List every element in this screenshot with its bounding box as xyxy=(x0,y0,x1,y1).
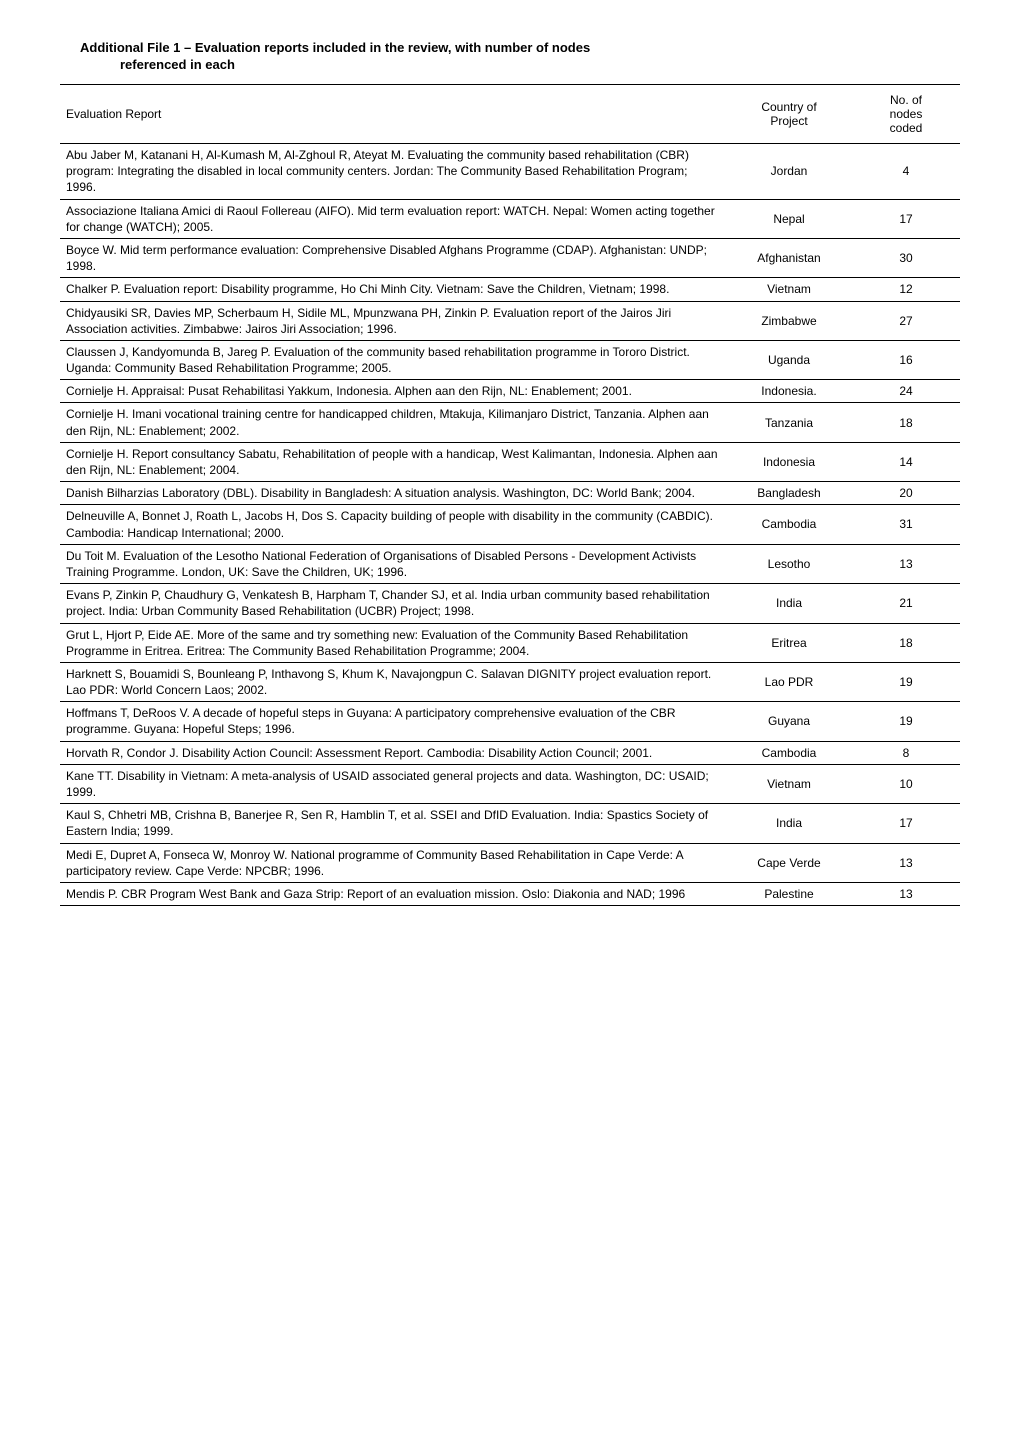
table-row: Associazione Italiana Amici di Raoul Fol… xyxy=(60,199,960,238)
cell-country: Tanzania xyxy=(726,403,852,442)
cell-country: Vietnam xyxy=(726,764,852,803)
table-row: Grut L, Hjort P, Eide AE. More of the sa… xyxy=(60,623,960,662)
cell-nodes: 14 xyxy=(852,442,960,481)
table-row: Chidyausiki SR, Davies MP, Scherbaum H, … xyxy=(60,301,960,340)
table-row: Cornielje H. Appraisal: Pusat Rehabilita… xyxy=(60,380,960,403)
cell-nodes: 4 xyxy=(852,144,960,200)
cell-report: Chidyausiki SR, Davies MP, Scherbaum H, … xyxy=(60,301,726,340)
cell-report: Medi E, Dupret A, Fonseca W, Monroy W. N… xyxy=(60,843,726,882)
table-row: Hoffmans T, DeRoos V. A decade of hopefu… xyxy=(60,702,960,741)
cell-report: Cornielje H. Imani vocational training c… xyxy=(60,403,726,442)
cell-report: Delneuville A, Bonnet J, Roath L, Jacobs… xyxy=(60,505,726,544)
cell-nodes: 17 xyxy=(852,199,960,238)
cell-nodes: 30 xyxy=(852,238,960,277)
table-row: Claussen J, Kandyomunda B, Jareg P. Eval… xyxy=(60,340,960,379)
cell-nodes: 19 xyxy=(852,662,960,701)
cell-country: Nepal xyxy=(726,199,852,238)
table-row: Evans P, Zinkin P, Chaudhury G, Venkates… xyxy=(60,584,960,623)
cell-country: Cambodia xyxy=(726,741,852,764)
cell-report: Kane TT. Disability in Vietnam: A meta-a… xyxy=(60,764,726,803)
cell-nodes: 13 xyxy=(852,544,960,583)
cell-country: Jordan xyxy=(726,144,852,200)
cell-country: Cape Verde xyxy=(726,843,852,882)
cell-country: Lao PDR xyxy=(726,662,852,701)
cell-report: Associazione Italiana Amici di Raoul Fol… xyxy=(60,199,726,238)
col-header-nodes: No. of nodes coded xyxy=(852,85,960,144)
cell-nodes: 8 xyxy=(852,741,960,764)
cell-nodes: 19 xyxy=(852,702,960,741)
table-row: Delneuville A, Bonnet J, Roath L, Jacobs… xyxy=(60,505,960,544)
cell-country: Afghanistan xyxy=(726,238,852,277)
cell-report: Harknett S, Bouamidi S, Bounleang P, Int… xyxy=(60,662,726,701)
cell-country: Indonesia xyxy=(726,442,852,481)
table-row: Mendis P. CBR Program West Bank and Gaza… xyxy=(60,882,960,905)
col-header-country: Country of Project xyxy=(726,85,852,144)
table-row: Horvath R, Condor J. Disability Action C… xyxy=(60,741,960,764)
cell-nodes: 16 xyxy=(852,340,960,379)
cell-nodes: 17 xyxy=(852,804,960,843)
table-row: Du Toit M. Evaluation of the Lesotho Nat… xyxy=(60,544,960,583)
cell-report: Kaul S, Chhetri MB, Crishna B, Banerjee … xyxy=(60,804,726,843)
header-title-line1: Additional File 1 – Evaluation reports i… xyxy=(60,40,960,55)
cell-report: Evans P, Zinkin P, Chaudhury G, Venkates… xyxy=(60,584,726,623)
cell-country: India xyxy=(726,804,852,843)
table-row: Chalker P. Evaluation report: Disability… xyxy=(60,278,960,301)
table-row: Abu Jaber M, Katanani H, Al-Kumash M, Al… xyxy=(60,144,960,200)
col-header-report: Evaluation Report xyxy=(60,85,726,144)
table-row: Danish Bilharzias Laboratory (DBL). Disa… xyxy=(60,482,960,505)
cell-nodes: 18 xyxy=(852,403,960,442)
cell-country: Bangladesh xyxy=(726,482,852,505)
cell-country: Zimbabwe xyxy=(726,301,852,340)
cell-report: Danish Bilharzias Laboratory (DBL). Disa… xyxy=(60,482,726,505)
evaluation-reports-table: Evaluation Report Country of Project No.… xyxy=(60,84,960,906)
table-body: Abu Jaber M, Katanani H, Al-Kumash M, Al… xyxy=(60,144,960,906)
cell-report: Grut L, Hjort P, Eide AE. More of the sa… xyxy=(60,623,726,662)
cell-country: Guyana xyxy=(726,702,852,741)
cell-report: Mendis P. CBR Program West Bank and Gaza… xyxy=(60,882,726,905)
table-row: Cornielje H. Report consultancy Sabatu, … xyxy=(60,442,960,481)
header-title-line2: referenced in each xyxy=(60,57,960,72)
table-row: Boyce W. Mid term performance evaluation… xyxy=(60,238,960,277)
cell-nodes: 10 xyxy=(852,764,960,803)
cell-country: Palestine xyxy=(726,882,852,905)
cell-nodes: 27 xyxy=(852,301,960,340)
cell-country: Vietnam xyxy=(726,278,852,301)
table-row: Harknett S, Bouamidi S, Bounleang P, Int… xyxy=(60,662,960,701)
table-row: Medi E, Dupret A, Fonseca W, Monroy W. N… xyxy=(60,843,960,882)
cell-report: Cornielje H. Appraisal: Pusat Rehabilita… xyxy=(60,380,726,403)
table-row: Kaul S, Chhetri MB, Crishna B, Banerjee … xyxy=(60,804,960,843)
cell-report: Chalker P. Evaluation report: Disability… xyxy=(60,278,726,301)
cell-nodes: 18 xyxy=(852,623,960,662)
cell-nodes: 13 xyxy=(852,843,960,882)
cell-report: Cornielje H. Report consultancy Sabatu, … xyxy=(60,442,726,481)
cell-country: Cambodia xyxy=(726,505,852,544)
table-row: Kane TT. Disability in Vietnam: A meta-a… xyxy=(60,764,960,803)
table-header-row: Evaluation Report Country of Project No.… xyxy=(60,85,960,144)
cell-report: Hoffmans T, DeRoos V. A decade of hopefu… xyxy=(60,702,726,741)
cell-report: Claussen J, Kandyomunda B, Jareg P. Eval… xyxy=(60,340,726,379)
cell-country: India xyxy=(726,584,852,623)
cell-nodes: 31 xyxy=(852,505,960,544)
cell-report: Du Toit M. Evaluation of the Lesotho Nat… xyxy=(60,544,726,583)
cell-nodes: 12 xyxy=(852,278,960,301)
cell-report: Boyce W. Mid term performance evaluation… xyxy=(60,238,726,277)
cell-report: Horvath R, Condor J. Disability Action C… xyxy=(60,741,726,764)
cell-nodes: 21 xyxy=(852,584,960,623)
cell-country: Eritrea xyxy=(726,623,852,662)
cell-nodes: 20 xyxy=(852,482,960,505)
cell-country: Indonesia. xyxy=(726,380,852,403)
table-row: Cornielje H. Imani vocational training c… xyxy=(60,403,960,442)
cell-country: Lesotho xyxy=(726,544,852,583)
cell-nodes: 24 xyxy=(852,380,960,403)
cell-nodes: 13 xyxy=(852,882,960,905)
cell-report: Abu Jaber M, Katanani H, Al-Kumash M, Al… xyxy=(60,144,726,200)
cell-country: Uganda xyxy=(726,340,852,379)
